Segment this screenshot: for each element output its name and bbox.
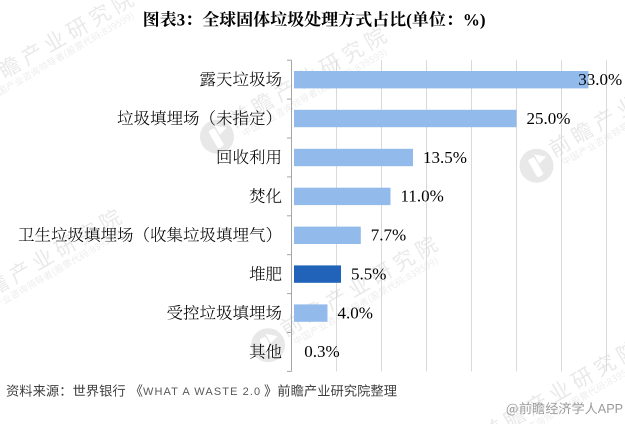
- svg-text:11.0%: 11.0%: [401, 187, 444, 206]
- svg-text:0.3%: 0.3%: [304, 342, 339, 361]
- svg-text:13.5%: 13.5%: [423, 148, 467, 167]
- svg-text:7.7%: 7.7%: [371, 226, 406, 245]
- svg-text:5.5%: 5.5%: [351, 264, 386, 283]
- svg-text:APP: APP: [598, 402, 623, 416]
- svg-text:25.0%: 25.0%: [527, 109, 571, 128]
- svg-text:WHAT A WASTE 2.0: WHAT A WASTE 2.0: [143, 386, 261, 398]
- svg-text:33.0%: 33.0%: [578, 70, 622, 89]
- svg-text:4.0%: 4.0%: [338, 303, 373, 322]
